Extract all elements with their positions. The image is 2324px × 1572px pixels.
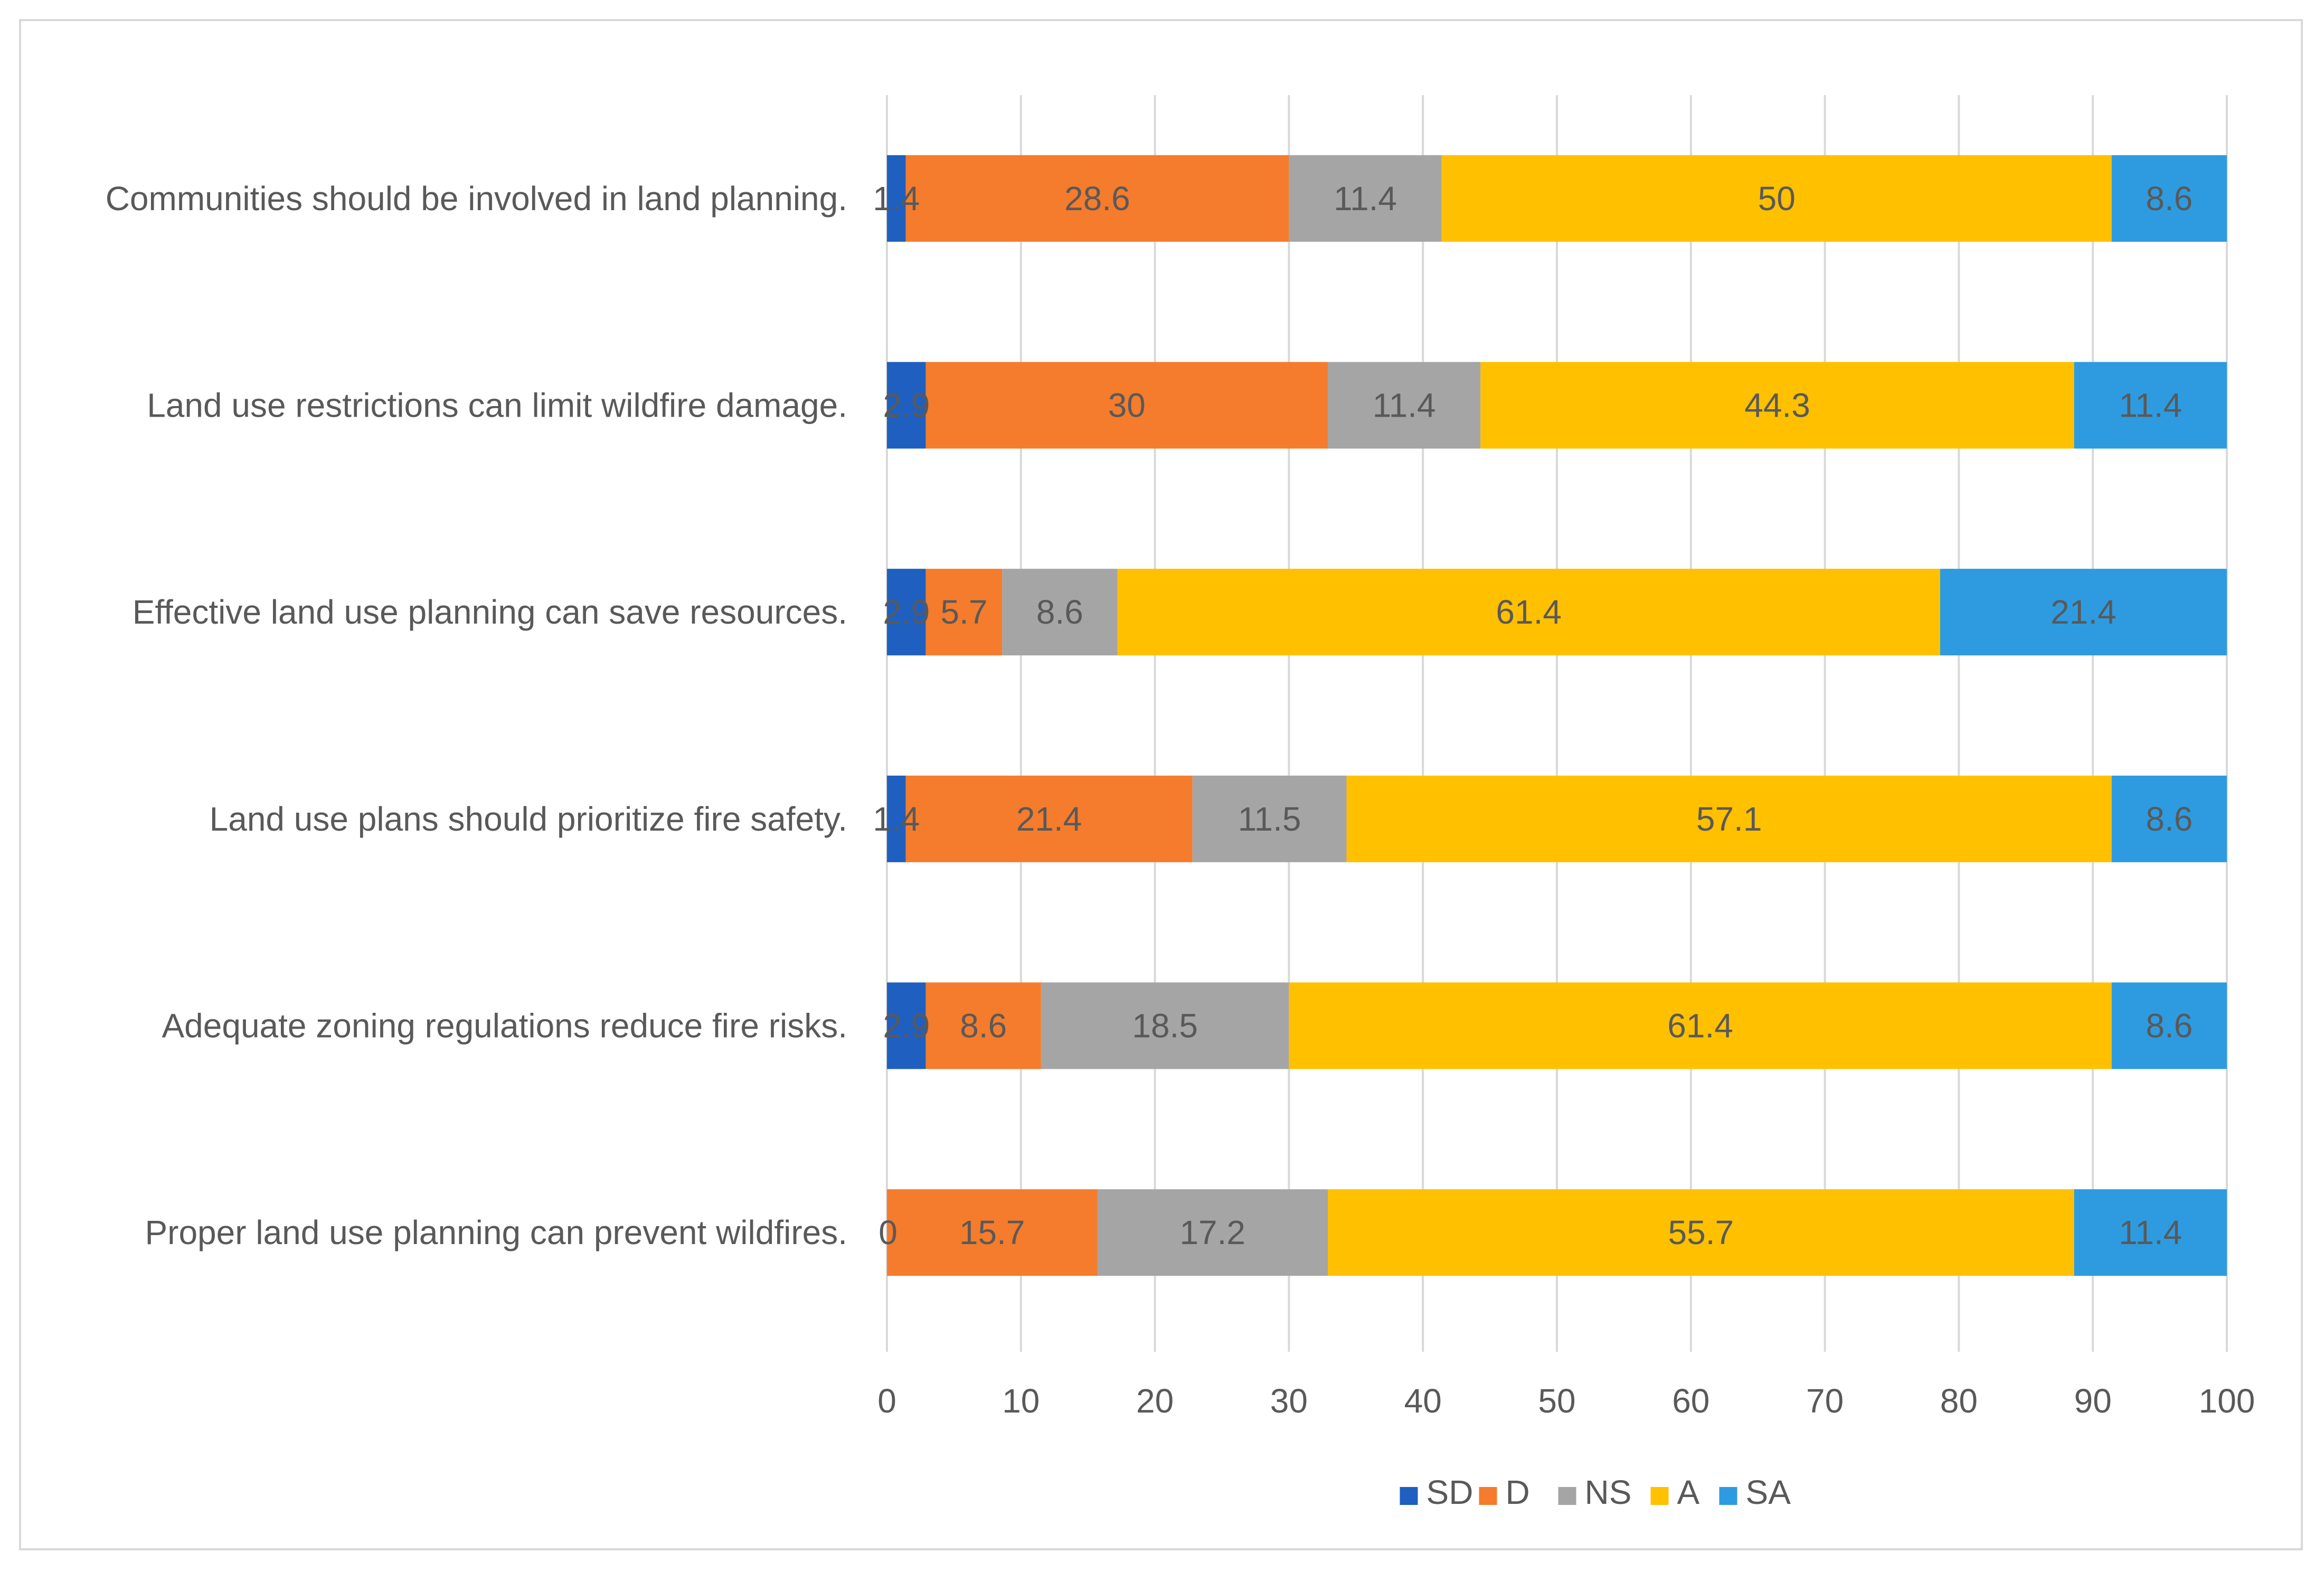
category-label: Land use plans should prioritize fire sa… — [210, 800, 847, 838]
data-label-a: 50 — [1758, 180, 1796, 218]
bar-d-2 — [925, 569, 1003, 656]
category-label: Effective land use planning can save res… — [133, 593, 847, 631]
x-tick-label: 70 — [1806, 1382, 1844, 1420]
category-label: Land use restrictions can limit wildfire… — [147, 387, 847, 425]
bar-sa-2 — [1940, 569, 2227, 656]
data-label-ns: 11.4 — [1334, 180, 1397, 218]
data-label-ns: 11.4 — [1373, 387, 1436, 425]
bar-sa-4 — [2111, 982, 2227, 1069]
bar-ns-0 — [1289, 155, 1442, 242]
legend-swatch-d — [1479, 1487, 1497, 1505]
data-label-ns: 18.5 — [1132, 1007, 1198, 1045]
bar-a-5 — [1328, 1189, 2074, 1276]
bar-a-2 — [1117, 569, 1940, 656]
data-label-sa: 11.4 — [2119, 387, 2182, 425]
x-tick-label: 30 — [1270, 1382, 1308, 1420]
legend-label-sd: SD — [1426, 1473, 1473, 1511]
data-label-sa: 21.4 — [2051, 593, 2117, 631]
data-label-a: 61.4 — [1667, 1007, 1733, 1045]
legend-label-d: D — [1506, 1473, 1530, 1511]
x-tick-label: 10 — [1002, 1382, 1040, 1420]
bar-d-0 — [905, 155, 1289, 242]
bar-d-1 — [925, 362, 1328, 449]
data-label-d: 8.6 — [960, 1007, 1007, 1045]
data-label-sa: 8.6 — [2146, 1007, 2193, 1045]
data-label-ns: 11.5 — [1238, 800, 1301, 838]
bar-ns-5 — [1097, 1189, 1328, 1276]
bar-sd-3 — [887, 775, 906, 862]
legend-label-ns: NS — [1585, 1473, 1632, 1511]
data-label-d: 5.7 — [940, 593, 987, 631]
legend-swatch-ns — [1558, 1487, 1576, 1505]
x-tick-label: 40 — [1404, 1382, 1442, 1420]
data-label-sd: 0 — [878, 1213, 898, 1251]
legend-label-a: A — [1677, 1473, 1700, 1511]
x-tick-label: 60 — [1672, 1382, 1709, 1420]
bar-a-0 — [1441, 155, 2112, 242]
bar-a-1 — [1480, 362, 2074, 449]
bar-sd-1 — [887, 362, 926, 449]
legend-swatch-sd — [1400, 1487, 1418, 1505]
bar-a-3 — [1346, 775, 2112, 862]
data-label-sd: 1.4 — [873, 180, 920, 218]
legend-swatch-sa — [1719, 1487, 1737, 1505]
bar-a-4 — [1289, 982, 2112, 1069]
data-label-a: 61.4 — [1496, 593, 1562, 631]
bar-sd-0 — [887, 155, 906, 242]
bar-sa-5 — [2074, 1189, 2227, 1276]
category-label: Communities should be involved in land p… — [106, 180, 847, 218]
category-label: Adequate zoning regulations reduce fire … — [162, 1007, 847, 1045]
bar-sd-2 — [887, 569, 926, 656]
bar-sa-0 — [2111, 155, 2227, 242]
legend-label-sa: SA — [1746, 1473, 1791, 1511]
category-label: Proper land use planning can prevent wil… — [145, 1213, 847, 1251]
bar-ns-2 — [1002, 569, 1118, 656]
data-label-d: 28.6 — [1064, 180, 1130, 218]
bar-sa-1 — [2074, 362, 2227, 449]
bar-d-4 — [925, 982, 1041, 1069]
data-label-d: 21.4 — [1016, 800, 1082, 838]
data-label-d: 30 — [1108, 387, 1146, 425]
bar-sd-4 — [887, 982, 926, 1069]
bar-sa-3 — [2111, 775, 2227, 862]
data-label-ns: 8.6 — [1036, 593, 1083, 631]
data-label-sd: 2.9 — [883, 593, 930, 631]
data-label-sa: 8.6 — [2146, 800, 2193, 838]
data-label-a: 55.7 — [1668, 1213, 1734, 1251]
data-label-a: 57.1 — [1696, 800, 1762, 838]
data-labels: 1.4 28.6 11.4 50 8.6 2.9 30 11.4 44.3 11.4 2.9 5.7 8… — [873, 180, 2193, 1251]
data-label-a: 44.3 — [1744, 387, 1810, 425]
legend: SD D NS A SA — [1400, 1473, 1791, 1511]
data-label-ns: 17.2 — [1179, 1213, 1245, 1251]
bar-d-3 — [905, 775, 1193, 862]
data-label-sa: 11.4 — [2119, 1213, 2182, 1251]
x-tick-label: 100 — [2199, 1382, 2255, 1420]
bar-ns-3 — [1192, 775, 1347, 862]
x-tick-label: 50 — [1538, 1382, 1575, 1420]
bar-d-5 — [887, 1189, 1098, 1276]
bars — [887, 155, 2227, 1276]
x-tick-label: 0 — [877, 1382, 896, 1420]
x-axis-ticks: 0 10 20 30 40 50 60 70 80 90 100 — [877, 1382, 2255, 1420]
data-label-sd: 1.4 — [873, 800, 920, 838]
x-tick-label: 20 — [1136, 1382, 1174, 1420]
x-tick-label: 90 — [2074, 1382, 2112, 1420]
data-label-sd: 2.9 — [883, 387, 930, 425]
gridlines — [886, 95, 2228, 1352]
bar-ns-1 — [1328, 362, 1481, 449]
data-label-sa: 8.6 — [2146, 180, 2193, 218]
bar-ns-4 — [1041, 982, 1289, 1069]
data-label-sd: 2.9 — [883, 1007, 930, 1045]
x-tick-label: 80 — [1940, 1382, 1978, 1420]
data-label-d: 15.7 — [959, 1213, 1025, 1251]
category-labels: Communities should be involved in land p… — [106, 180, 847, 1251]
legend-swatch-a — [1650, 1487, 1669, 1505]
